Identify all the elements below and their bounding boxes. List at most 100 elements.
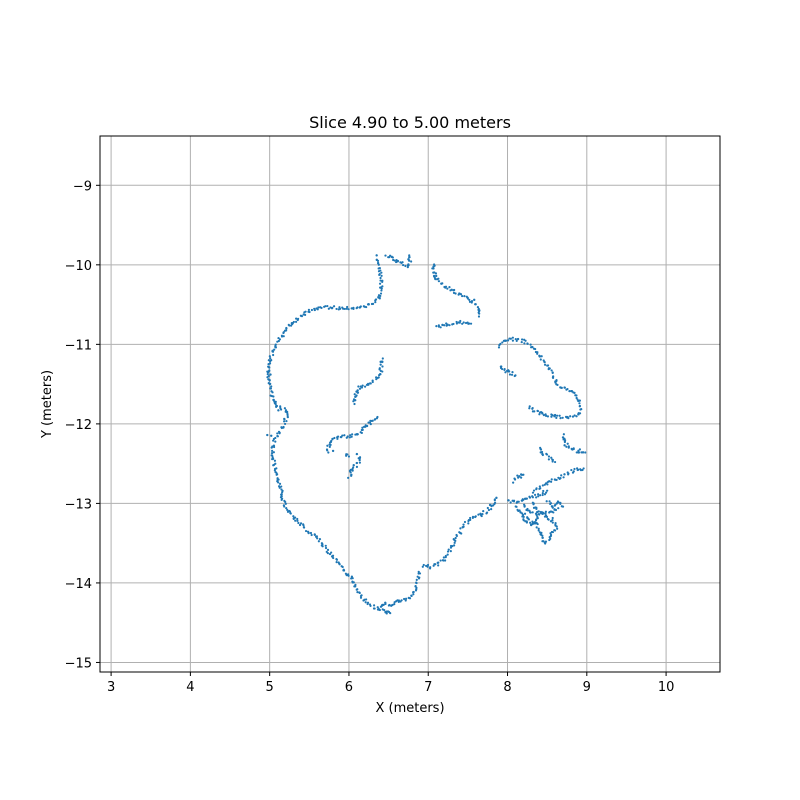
data-point [581, 451, 585, 454]
data-point [421, 565, 424, 568]
data-point [329, 306, 332, 309]
data-point [354, 433, 357, 436]
data-point [459, 293, 463, 296]
data-point [417, 570, 420, 573]
data-point [572, 447, 575, 451]
data-point [432, 564, 435, 567]
data-point [444, 559, 447, 562]
data-point [461, 322, 464, 325]
data-point [474, 515, 477, 518]
data-point [377, 294, 381, 297]
data-point [477, 315, 481, 318]
data-point [363, 305, 366, 308]
data-point [474, 303, 477, 306]
data-point [369, 604, 372, 608]
data-point [470, 300, 474, 303]
data-point [350, 435, 353, 438]
data-point [503, 367, 506, 371]
data-point [541, 512, 544, 515]
data-point [539, 487, 542, 490]
data-point [369, 419, 372, 422]
data-point [276, 434, 279, 438]
data-point [404, 599, 407, 602]
data-point [454, 292, 457, 295]
data-point [316, 537, 319, 540]
data-point [283, 417, 286, 421]
data-point [358, 461, 361, 464]
data-point [379, 292, 383, 295]
data-point [380, 271, 383, 274]
data-point [307, 310, 310, 313]
data-point [528, 407, 531, 410]
data-point [315, 535, 318, 538]
data-point [296, 318, 299, 322]
data-point [531, 345, 534, 349]
data-point [377, 296, 380, 299]
data-point [378, 282, 382, 285]
data-point [417, 572, 420, 575]
data-point [522, 519, 525, 522]
data-point [323, 305, 326, 308]
data-point [468, 298, 471, 301]
data-point [361, 384, 364, 387]
data-point [324, 546, 328, 550]
data-point [275, 405, 278, 408]
data-point [537, 510, 540, 513]
data-point [356, 588, 359, 591]
data-point [432, 267, 435, 270]
data-point [375, 254, 378, 257]
data-point [507, 339, 510, 342]
data-point [269, 382, 272, 386]
data-point [281, 489, 284, 492]
data-point [550, 369, 553, 372]
data-point [520, 340, 523, 344]
data-point [368, 382, 372, 385]
data-point [403, 597, 406, 601]
data-point [554, 522, 557, 525]
data-point [499, 365, 503, 368]
data-point [381, 357, 384, 360]
data-point [284, 500, 287, 504]
data-point [531, 406, 534, 410]
data-point [285, 507, 288, 510]
data-point [548, 480, 551, 483]
data-point [410, 260, 413, 263]
data-point [354, 399, 357, 402]
data-point [462, 321, 465, 324]
data-point [356, 391, 360, 394]
data-point [447, 548, 450, 551]
data-point [270, 446, 273, 449]
data-point [550, 530, 554, 534]
data-point [547, 458, 550, 461]
y-tick-label: −14 [65, 577, 92, 592]
data-point [573, 467, 576, 471]
data-point [476, 305, 480, 309]
data-point [356, 306, 359, 309]
data-point [529, 521, 532, 524]
y-tick-label: −9 [73, 179, 92, 194]
data-point [360, 386, 364, 389]
data-point [540, 355, 543, 358]
data-point [541, 536, 544, 539]
data-point [561, 436, 565, 439]
data-point [434, 563, 437, 566]
data-point [374, 301, 377, 304]
data-point [351, 433, 354, 436]
data-point [296, 517, 299, 521]
data-point [531, 491, 535, 494]
data-point [440, 282, 443, 285]
data-point [507, 499, 510, 502]
data-point [490, 508, 493, 511]
data-point [578, 404, 582, 408]
data-point [332, 556, 335, 560]
data-point [511, 336, 514, 339]
x-tick-label: 10 [658, 680, 675, 695]
data-point [317, 540, 320, 543]
data-point [575, 415, 578, 418]
data-point [310, 308, 314, 312]
data-point [273, 467, 277, 471]
data-point [271, 350, 274, 353]
data-point [400, 599, 403, 602]
data-point [359, 431, 362, 434]
data-point [463, 520, 467, 524]
